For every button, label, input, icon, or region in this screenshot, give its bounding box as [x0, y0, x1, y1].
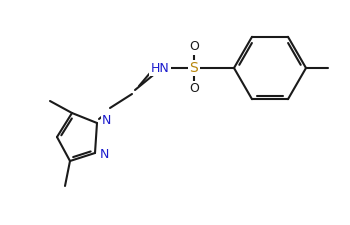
Text: N: N [102, 115, 111, 128]
Text: N: N [100, 148, 109, 162]
Text: S: S [190, 61, 198, 75]
Text: O: O [189, 40, 199, 54]
Text: HN: HN [150, 61, 169, 74]
Text: O: O [189, 83, 199, 95]
